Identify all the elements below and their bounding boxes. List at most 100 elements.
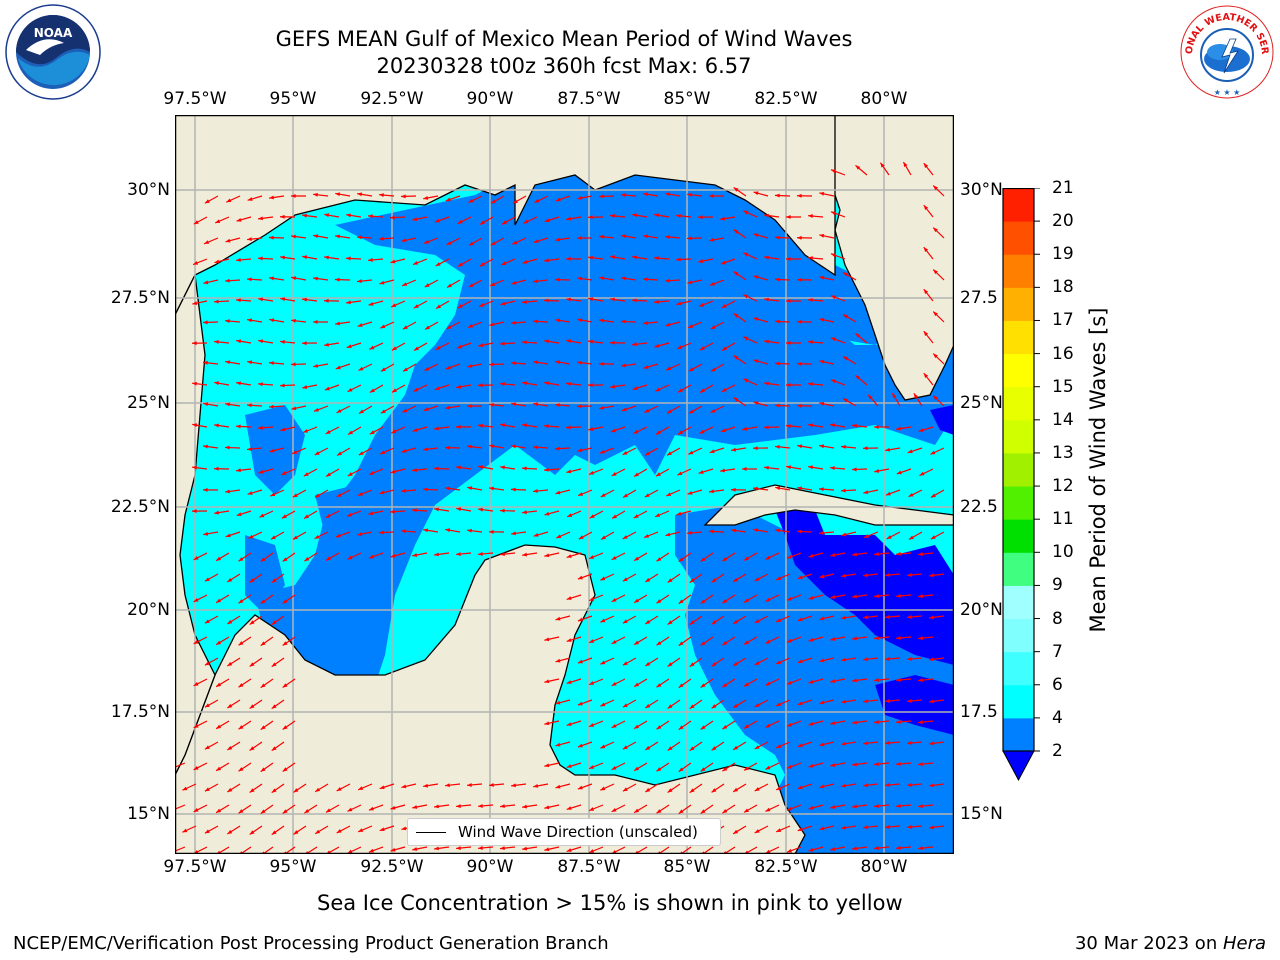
wave-arrow-head	[401, 529, 406, 534]
wave-arrow-head	[786, 554, 792, 559]
wave-arrow-head	[720, 216, 726, 221]
wave-arrow-head	[292, 535, 298, 540]
wave-arrow-head	[260, 683, 266, 688]
wave-arrow-head	[249, 746, 255, 751]
wave-arrow-head	[249, 662, 255, 667]
wave-arrow-head	[933, 311, 938, 317]
wave-arrow-head	[193, 555, 199, 560]
wave-arrow-head	[522, 340, 527, 345]
wave-arrow-head	[819, 444, 825, 449]
wave-arrow-head	[654, 299, 659, 304]
wave-arrow-head	[368, 554, 374, 559]
wave-arrow-head	[424, 325, 430, 330]
wave-arrow-head	[225, 489, 230, 494]
wave-arrow-head	[874, 594, 879, 598]
wave-arrow-head	[599, 361, 604, 366]
wave-arrow-head	[743, 766, 749, 771]
wave-arrow-head	[555, 318, 561, 323]
legend-line-sample	[416, 831, 446, 833]
wave-arrow-head	[412, 217, 418, 222]
wave-arrow-head	[775, 528, 780, 533]
wave-arrow-head	[644, 408, 650, 413]
wave-arrow-head	[434, 507, 440, 512]
wave-arrow-head	[247, 447, 252, 451]
wave-arrow-head	[390, 215, 395, 220]
wave-arrow-head	[797, 193, 802, 198]
wave-arrow-head	[225, 533, 231, 538]
wave-arrow-head	[489, 362, 494, 367]
wave-arrow-head	[622, 661, 628, 666]
wave-arrow-head	[819, 191, 825, 196]
wave-arrow-head	[269, 404, 274, 409]
wave-arrow-head	[258, 297, 264, 302]
wave-arrow-head	[511, 280, 517, 285]
wave-arrow-head	[841, 615, 847, 620]
wave-arrow-head	[566, 256, 571, 261]
legend-label: Wind Wave Direction (unscaled)	[458, 823, 698, 841]
wave-arrow-head	[412, 553, 418, 557]
wave-arrow-head	[764, 465, 769, 470]
wave-arrow-head	[923, 289, 929, 295]
wave-arrow-head	[260, 725, 266, 730]
wave-arrow-head	[852, 552, 857, 557]
wave-arrow-head	[896, 761, 901, 766]
wave-arrow-head	[688, 367, 694, 372]
wave-arrow-head	[588, 255, 593, 260]
wave-arrow-head	[260, 557, 266, 562]
wave-arrow-head	[753, 486, 758, 491]
wave-arrow-head	[533, 489, 538, 493]
wave-arrow-head	[786, 722, 792, 727]
wave-arrow-head	[634, 640, 640, 645]
wave-arrow-head	[577, 360, 582, 365]
wave-arrow-head	[204, 787, 210, 792]
wave-arrow-head	[764, 213, 769, 218]
wave-arrow-head	[599, 234, 604, 239]
lon-tick-bottom: 90°W	[466, 857, 514, 877]
wave-arrow-head	[215, 219, 221, 223]
wave-arrow-head	[335, 321, 340, 326]
wave-arrow-head	[765, 639, 771, 644]
wave-arrow-head	[600, 576, 606, 581]
wave-arrow-head	[808, 465, 814, 470]
wave-arrow-head	[566, 381, 571, 386]
wave-arrow-head	[302, 385, 308, 389]
wave-arrow-head	[687, 236, 692, 241]
wave-arrow-head	[203, 531, 209, 536]
wave-arrow-head	[544, 424, 549, 429]
wave-arrow-head	[238, 725, 244, 730]
wave-arrow-head	[368, 511, 374, 516]
wave-arrow-head	[236, 298, 241, 303]
wave-arrow-head	[819, 275, 825, 280]
wave-arrow-head	[193, 597, 199, 602]
wave-arrow-head	[347, 472, 353, 477]
wave-arrow-head	[874, 636, 879, 640]
wave-arrow-head	[533, 319, 538, 324]
footer-date: 30 Mar 2023 on	[1074, 933, 1223, 954]
colorbar-tick-label: 4	[1052, 707, 1063, 728]
wave-arrow-head	[677, 471, 683, 476]
wave-arrow-head	[868, 394, 873, 400]
wave-arrow-head	[896, 593, 901, 598]
wave-arrow-head	[689, 578, 695, 583]
wave-arrow-head	[644, 451, 650, 456]
wave-arrow-head	[203, 320, 208, 325]
wave-arrow-head	[478, 551, 483, 556]
wave-arrow-head	[645, 661, 651, 667]
wave-arrow-head	[358, 366, 364, 371]
wave-arrow-head	[918, 762, 923, 767]
map-legend: Wind Wave Direction (unscaled)	[407, 818, 721, 846]
wave-arrow-head	[743, 556, 749, 561]
wave-arrow-head	[819, 616, 825, 621]
wave-arrow-head	[764, 381, 769, 386]
wave-arrow-head	[589, 514, 595, 519]
wave-arrow-head	[731, 487, 736, 492]
wave-arrow-head	[566, 469, 572, 474]
wave-arrow-head	[227, 745, 233, 751]
wave-arrow-head	[918, 594, 923, 599]
wave-arrow-head	[830, 253, 836, 258]
wave-arrow-head	[907, 573, 912, 577]
wave-arrow-head	[401, 238, 407, 243]
wave-arrow-head	[556, 534, 562, 539]
colorbar-tick-label: 19	[1052, 244, 1074, 265]
wave-arrow-head	[280, 214, 285, 219]
